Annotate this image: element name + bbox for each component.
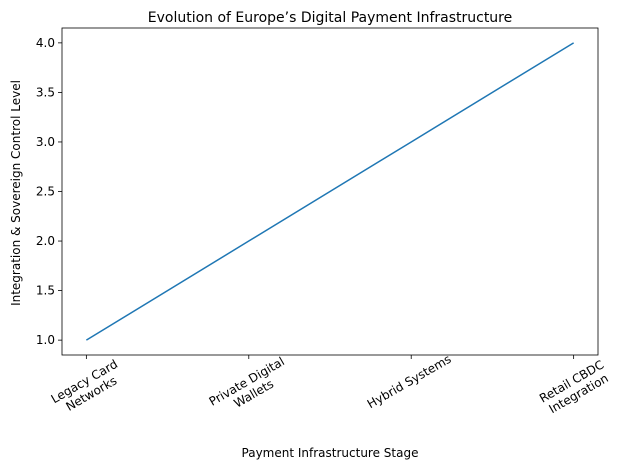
y-tick-label: 3.5 [36,85,55,99]
data-line [85,42,575,341]
y-tick-label: 4.0 [36,36,55,50]
y-tick-label: 1.5 [36,284,55,298]
y-tick-label: 2.0 [36,234,55,248]
y-tick-label: 3.0 [36,135,55,149]
x-tick-label: Private DigitalWallets [207,354,294,421]
y-tick-label: 2.5 [36,185,55,199]
y-tick-label: 1.0 [36,333,55,347]
x-tick-label: Retail CBDCIntegration [537,357,613,417]
x-tick-label: Hybrid Systems [365,352,454,411]
chart-title: Evolution of Europe’s Digital Payment In… [148,10,513,26]
x-tick-label: Legacy CardNetworks [49,357,127,418]
x-axis-label: Payment Infrastructure Stage [242,446,419,460]
y-axis-label: Integration & Sovereign Control Level [9,80,23,306]
